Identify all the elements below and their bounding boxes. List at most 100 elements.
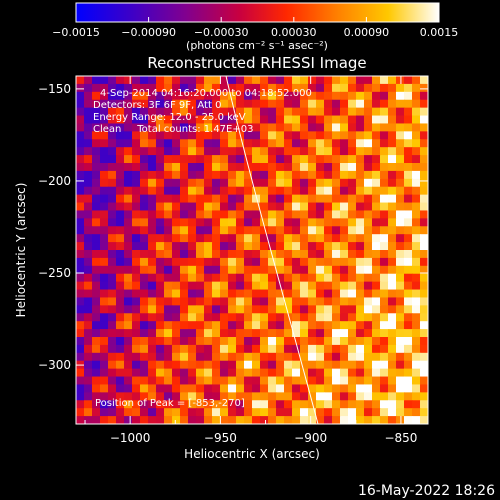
heatmap-cell	[164, 155, 173, 164]
heatmap-cell	[284, 352, 293, 362]
heatmap-cell	[196, 384, 205, 393]
heatmap-cell	[332, 368, 341, 378]
heatmap-cell	[380, 123, 389, 132]
heatmap-cell	[108, 155, 117, 164]
heatmap-cell	[244, 289, 253, 299]
heatmap-cell	[372, 170, 381, 180]
heatmap-cell	[148, 265, 157, 275]
heatmap-cell	[156, 400, 165, 409]
heatmap-cell	[84, 400, 93, 409]
heatmap-cell	[156, 91, 165, 101]
heatmap-cell	[380, 337, 389, 346]
heatmap-cell	[172, 242, 181, 251]
heatmap-cell	[148, 376, 157, 386]
heatmap-cell	[380, 139, 389, 148]
heatmap-cell	[116, 360, 125, 370]
heatmap-cell	[164, 194, 173, 204]
heatmap-cell	[180, 139, 189, 148]
heatmap-cell	[140, 131, 149, 140]
heatmap-cell	[420, 186, 428, 196]
heatmap-cell	[100, 257, 109, 267]
heatmap-cell	[196, 408, 205, 417]
heatmap-cell	[340, 289, 349, 299]
heatmap-cell	[236, 352, 245, 362]
heatmap-cell	[180, 226, 189, 235]
heatmap-cell	[220, 321, 229, 330]
heatmap-cell	[236, 76, 245, 85]
heatmap-cell	[356, 99, 365, 109]
heatmap-cell	[132, 226, 141, 235]
heatmap-cell	[92, 155, 101, 164]
heatmap-cell	[396, 352, 405, 362]
heatmap-cell	[100, 400, 109, 409]
heatmap-cell	[116, 163, 125, 172]
heatmap-cell	[252, 273, 261, 283]
heatmap-cell	[172, 376, 181, 386]
heatmap-cell	[172, 305, 181, 314]
heatmap-cell	[172, 91, 181, 101]
heatmap-cell	[156, 273, 165, 283]
heatmap-cell	[180, 408, 189, 417]
heatmap-cell	[156, 226, 165, 235]
heatmap-cell	[260, 234, 269, 243]
heatmap-cell	[388, 416, 397, 424]
heatmap-cell	[156, 344, 165, 354]
heatmap-cell	[100, 329, 109, 338]
heatmap-cell	[108, 186, 117, 196]
heatmap-cell	[212, 321, 221, 330]
heatmap-cell	[108, 321, 117, 330]
heatmap-cell	[332, 329, 341, 338]
heatmap-cell	[204, 257, 213, 267]
heatmap-cell	[420, 416, 428, 424]
heatmap-cell	[300, 392, 309, 401]
heatmap-cell	[412, 344, 421, 354]
heatmap-cell	[388, 186, 397, 196]
heatmap-cell	[156, 218, 165, 227]
heatmap-cell	[228, 384, 237, 393]
heatmap-cell	[92, 139, 101, 148]
heatmap-cell	[324, 202, 333, 212]
heatmap-cell	[212, 400, 221, 409]
heatmap-cell	[316, 123, 325, 132]
heatmap-cell	[180, 344, 189, 354]
x-axis-label: Heliocentric X (arcsec)	[184, 447, 320, 461]
heatmap-cell	[260, 242, 269, 251]
heatmap-cell	[412, 170, 421, 180]
heatmap-cell	[372, 376, 381, 386]
heatmap-cell	[188, 297, 197, 306]
heatmap-cell	[196, 91, 205, 101]
colorbar	[75, 2, 440, 23]
heatmap-cell	[316, 265, 325, 275]
heatmap-cell	[164, 91, 173, 101]
heatmap-cell	[372, 257, 381, 267]
heatmap-cell	[180, 250, 189, 259]
heatmap-cell	[372, 313, 381, 322]
heatmap-cell	[380, 352, 389, 362]
heatmap-cell	[332, 107, 341, 117]
heatmap-cell	[348, 408, 357, 417]
heatmap-cell	[244, 139, 253, 148]
x-tick-label: −850	[384, 431, 417, 445]
heatmap-cell	[172, 139, 181, 148]
heatmap-cell	[84, 305, 93, 314]
heatmap-cell	[84, 313, 93, 322]
heatmap-cell	[332, 337, 341, 346]
heatmap-cell	[292, 131, 301, 140]
heatmap-cell	[236, 305, 245, 314]
heatmap-cell	[292, 368, 301, 378]
heatmap-cell	[220, 281, 229, 291]
heatmap-cell	[412, 313, 421, 322]
heatmap-cell	[396, 178, 405, 188]
heatmap-cell	[212, 155, 221, 164]
heatmap-cell	[180, 131, 189, 140]
heatmap-cell	[340, 281, 349, 291]
heatmap-cell	[156, 139, 165, 148]
heatmap-cell	[196, 376, 205, 386]
heatmap-cell	[356, 234, 365, 243]
heatmap-cell	[196, 147, 205, 156]
heatmap-cell	[100, 250, 109, 259]
colorbar-tick-label: 0.0015	[420, 26, 459, 39]
heatmap-cell	[404, 123, 413, 132]
heatmap-cell	[132, 163, 141, 172]
heatmap-cell	[116, 329, 125, 338]
